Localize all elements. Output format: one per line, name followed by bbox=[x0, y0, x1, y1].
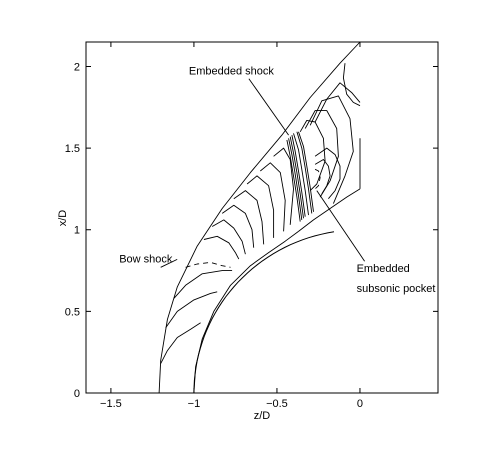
contour-line-3 bbox=[298, 188, 361, 232]
contour-line-20 bbox=[293, 133, 309, 216]
x-tick-label-4: 0 bbox=[357, 398, 363, 410]
boundary-lines bbox=[193, 231, 335, 394]
y-tick-label-5: 2 bbox=[74, 61, 80, 73]
contour-line-15 bbox=[273, 147, 294, 225]
body-surface-arc bbox=[193, 231, 335, 394]
contour-line-2 bbox=[193, 231, 299, 394]
contour-line-7 bbox=[173, 270, 233, 299]
contour-line-13 bbox=[246, 175, 275, 238]
contour-line-30 bbox=[314, 168, 321, 190]
y-tick-label-2: 0.5 bbox=[65, 306, 80, 318]
contour-line-25 bbox=[309, 95, 354, 204]
contour-line-24 bbox=[304, 110, 339, 198]
contour-line-8 bbox=[185, 261, 231, 268]
annotation-pointer-3 bbox=[316, 190, 365, 262]
contour-line-22 bbox=[298, 131, 314, 212]
x-tick-label-1: −1.5 bbox=[100, 398, 122, 410]
annotation-pointer-2 bbox=[160, 258, 178, 268]
y-axis-label: x/D bbox=[57, 210, 69, 227]
x-tick-label-2: −1 bbox=[188, 398, 201, 410]
contour-line-21 bbox=[296, 131, 313, 214]
contour-line-29 bbox=[314, 159, 331, 195]
contour-line-14 bbox=[260, 162, 286, 232]
annotation-label-2: Bow shock bbox=[119, 253, 173, 265]
contour-line-6 bbox=[165, 291, 218, 328]
annotation-pointer-1 bbox=[248, 78, 289, 136]
contour-line-10 bbox=[211, 219, 246, 255]
plot-frame bbox=[85, 41, 439, 394]
contour-line-5 bbox=[160, 322, 201, 364]
contour-line-19 bbox=[291, 135, 306, 217]
contour-line-28 bbox=[314, 147, 341, 199]
annotation-label-3: Embedded bbox=[357, 263, 410, 275]
contour-line-26 bbox=[314, 82, 361, 123]
y-tick-label-1: 0 bbox=[74, 388, 80, 400]
contour-line-27 bbox=[342, 63, 361, 107]
contour-line-12 bbox=[233, 190, 265, 245]
contour-line-23 bbox=[299, 119, 326, 191]
contour-line-16 bbox=[286, 139, 301, 222]
x-axis-label: z/D bbox=[254, 410, 271, 422]
contour-lines bbox=[158, 41, 361, 394]
contour-line-9 bbox=[203, 235, 240, 260]
contour-line-11 bbox=[221, 204, 255, 248]
x-tick-label-3: −0.5 bbox=[266, 398, 288, 410]
contour-line-1 bbox=[158, 41, 361, 394]
annotations: Embedded shock Bow shock Embedded subsonic … bbox=[119, 66, 435, 295]
y-tick-label-4: 1.5 bbox=[65, 143, 80, 155]
y-tick-label-3: 1 bbox=[74, 225, 80, 237]
contour-line-17 bbox=[288, 138, 303, 220]
annotation-label-4: subsonic pocket bbox=[357, 283, 436, 295]
axes: −1.5 −1 −0.5 0 0 0.5 1 1.5 2 bbox=[65, 41, 439, 410]
annotation-label-1: Embedded shock bbox=[189, 66, 274, 78]
contour-line-18 bbox=[289, 136, 304, 219]
